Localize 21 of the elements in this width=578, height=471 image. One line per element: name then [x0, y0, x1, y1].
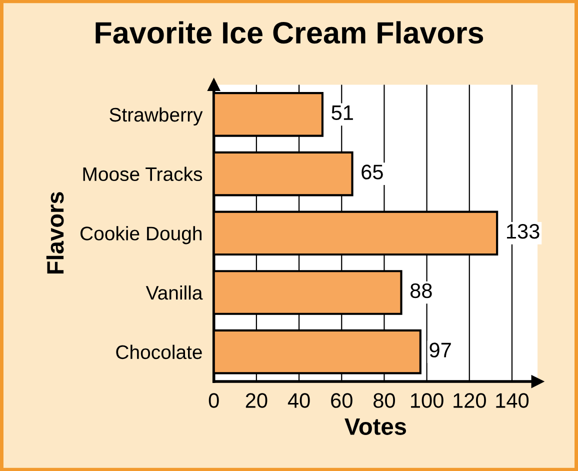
- data-label: 133: [507, 224, 540, 239]
- x-tick-label: 20: [246, 393, 268, 408]
- data-label: 51: [332, 106, 353, 120]
- y-tick-label: Chocolate: [116, 344, 202, 360]
- x-axis-title: Votes: [344, 418, 406, 435]
- data-label: 65: [362, 164, 383, 180]
- x-tick-label: 140: [496, 393, 529, 408]
- x-tick-label: 100: [411, 393, 444, 408]
- y-axis-title: Flavors: [46, 192, 64, 274]
- data-label: 88: [410, 283, 432, 298]
- y-tick-label: Vanilla: [146, 285, 203, 300]
- y-tick-label: Cookie Dough: [80, 226, 202, 244]
- x-tick-label: 0: [208, 393, 219, 408]
- y-tick-label: Strawberry: [110, 107, 203, 126]
- x-tick-label: 120: [454, 393, 486, 408]
- x-tick-label: 80: [374, 393, 395, 408]
- x-tick-label: 60: [331, 393, 352, 408]
- chart-title: Favorite Ice Cream Flavors: [96, 21, 484, 44]
- y-tick-label: Moose Tracks: [83, 166, 202, 182]
- data-label: 97: [430, 342, 451, 358]
- x-tick-label: 40: [288, 393, 310, 408]
